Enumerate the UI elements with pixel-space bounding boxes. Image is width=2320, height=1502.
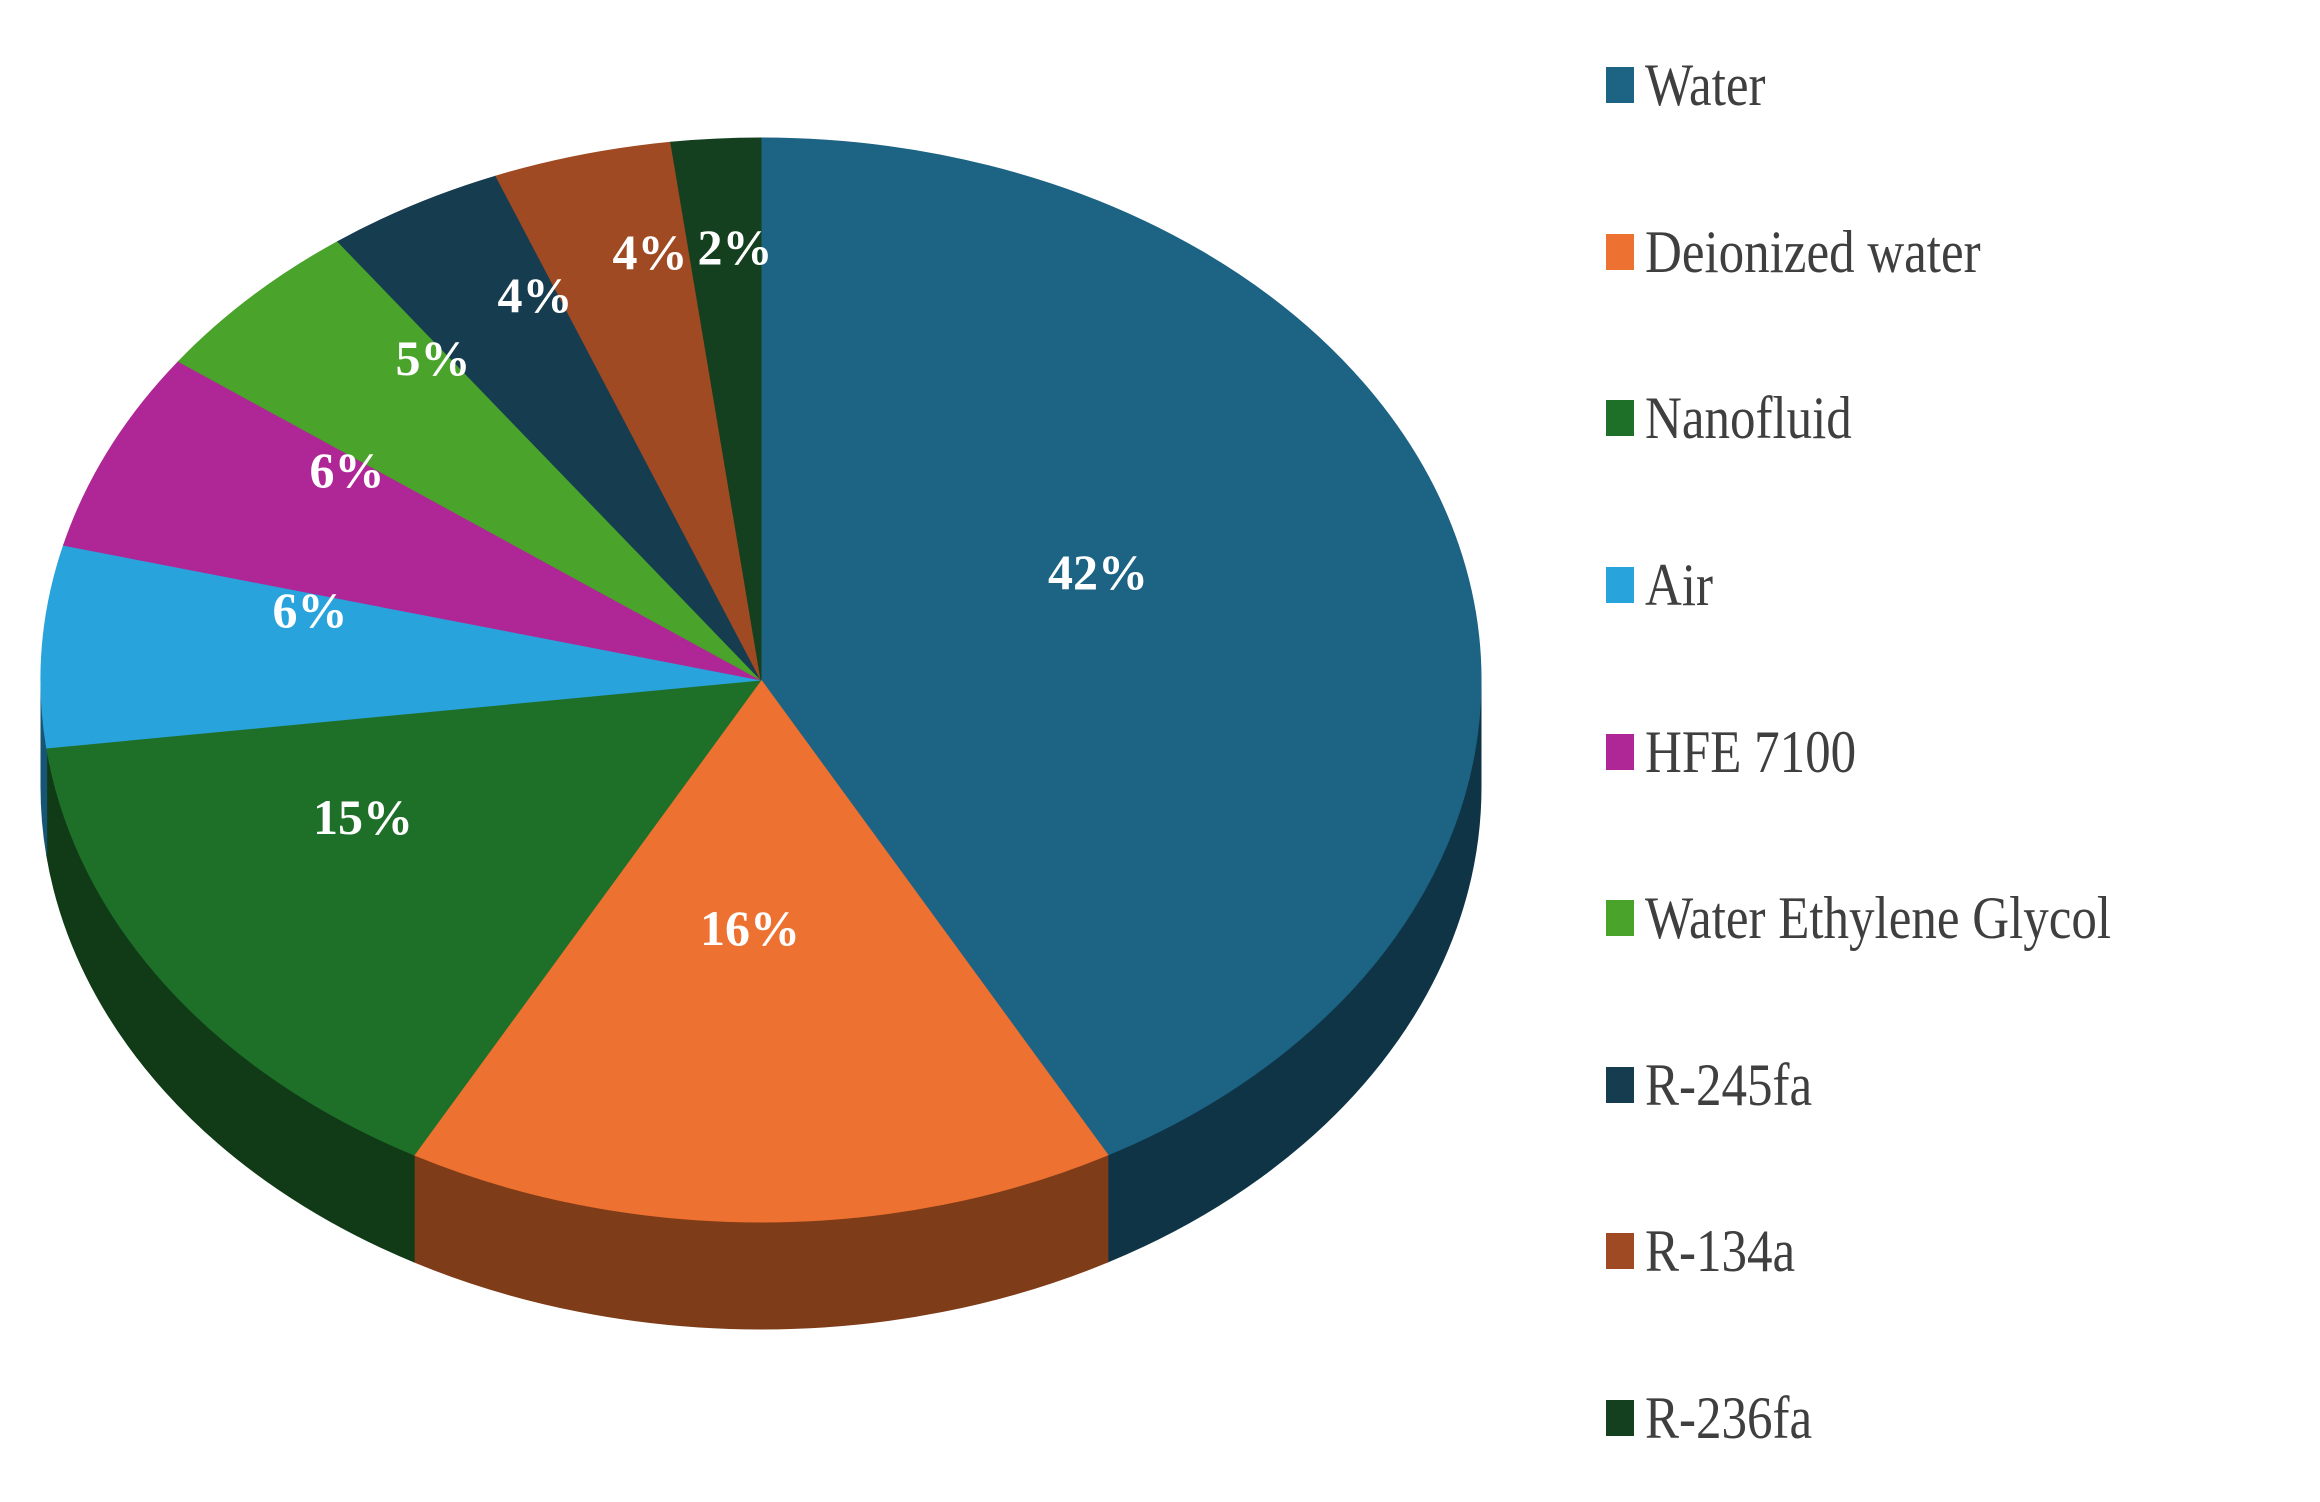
slice-label: 15% [313,789,413,845]
legend-item-label: HFE 7100 [1645,719,1857,785]
legend-item-deionized-water: Deionized water [1606,222,2040,282]
legend-swatch [1606,1067,1634,1103]
slice-label: 6% [273,582,348,638]
legend-item-water-ethylene-glycol: Water Ethylene Glycol [1606,888,2193,948]
legend-item-label: Air [1645,552,1713,618]
pie-slice-r-236fa [670,137,762,681]
legend-item-water: Water [1606,55,1787,115]
legend-swatch [1606,1400,1634,1436]
pie-slice-deionized-water [413,679,1109,1223]
legend-item-r-134a: R-134a [1606,1221,1822,1281]
legend-item-label: Water Ethylene Glycol [1645,885,2112,951]
legend-item-label: Nanofluid [1645,385,1852,451]
pie-slice-hfe-7100 [62,360,762,681]
slice-label: 4% [613,224,688,280]
legend-item-label: R-236fa [1645,1385,1813,1451]
legend-item-label: R-245fa [1645,1052,1813,1118]
slice-label: 16% [700,900,800,956]
pie-slice-r-134a [495,141,762,681]
legend-swatch [1606,567,1634,603]
pie-slice-r-245fa [336,175,762,681]
slice-label: 42% [1048,544,1148,600]
legend-swatch [1606,400,1634,436]
legend-swatch [1606,900,1634,936]
pie-slice-nanofluid [46,679,763,1156]
slice-label: 6% [310,442,385,498]
slice-label: 5% [396,330,471,386]
slice-label: 4% [498,267,573,323]
legend-item-r-236fa: R-236fa [1606,1388,1842,1448]
legend-swatch [1606,234,1634,270]
legend-item-label: Water [1645,52,1766,118]
legend-item-hfe-7100: HFE 7100 [1606,722,1893,782]
legend-item-nanofluid: Nanofluid [1606,388,1888,448]
legend-swatch [1606,734,1634,770]
legend-item-air: Air [1606,555,1725,615]
legend-item-r-245fa: R-245fa [1606,1055,1842,1115]
legend-swatch [1606,1233,1634,1269]
legend-swatch [1606,67,1634,103]
pie-slice-water-ethylene-glycol [177,240,762,681]
slice-label: 2% [698,219,773,275]
pie-slice-water [760,137,1482,1156]
pie-slice-air [40,544,762,749]
legend-item-label: Deionized water [1645,219,1981,285]
legend-item-label: R-134a [1645,1218,1796,1284]
